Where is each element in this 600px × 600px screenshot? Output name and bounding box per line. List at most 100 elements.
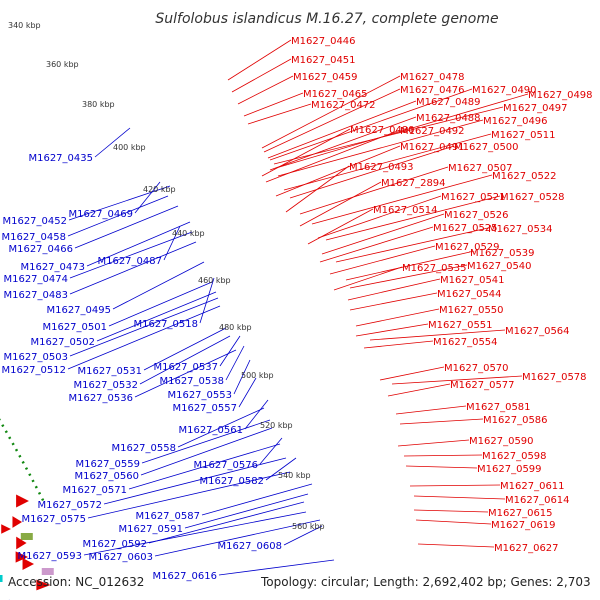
forward-gene-label: M1627_0627	[494, 543, 559, 554]
forward-leader-line	[415, 519, 492, 525]
forward-leader-line	[349, 292, 438, 311]
forward-leader-line	[413, 495, 506, 500]
reverse-gene-label: M1627_0469	[68, 209, 133, 220]
forward-leader-line	[329, 245, 436, 275]
forward-gene-label: M1627_0489	[416, 97, 481, 108]
forward-leader-line	[269, 88, 473, 161]
reverse-leader-line	[86, 221, 191, 267]
reverse-feature-block	[0, 575, 3, 582]
gene-labels: M1627_0446 M1627_0451 M1627_0459 M1627_0465…	[1, 36, 592, 582]
reverse-leader-line	[259, 437, 283, 465]
forward-leader-line	[355, 323, 429, 337]
forward-gene-label: M1627_0459	[293, 72, 358, 83]
feature-tracks	[0, 418, 54, 600]
forward-leader-line	[363, 340, 434, 349]
forward-leader-line	[299, 181, 382, 227]
reverse-gene-label: M1627_0518	[133, 319, 198, 330]
forward-gene-label: M1627_0498	[528, 90, 593, 101]
forward-leader-line	[283, 133, 492, 191]
forward-gene-label: M1627_0451	[291, 55, 356, 66]
forward-gene-arrow	[16, 494, 29, 508]
reverse-gene-label: M1627_0553	[167, 390, 232, 401]
reverse-gene-label: M1627_0502	[30, 337, 95, 348]
forward-leader-line	[409, 484, 501, 487]
reverse-leader-line	[128, 443, 281, 490]
reverse-gene-label: M1627_0532	[73, 380, 138, 391]
reverse-gene-label: M1627_0559	[75, 459, 140, 470]
reverse-leader-line	[112, 261, 205, 310]
forward-gene-label: M1627_0544	[437, 289, 502, 300]
forward-leader-line	[325, 195, 501, 241]
forward-leader-line	[275, 93, 529, 169]
forward-leader-line	[269, 116, 417, 171]
reverse-leader-line	[238, 377, 257, 408]
reverse-leader-line	[233, 359, 251, 395]
forward-gene-label: M1627_0496	[483, 116, 548, 127]
reverse-leader-line	[94, 127, 131, 158]
reverse-gene-label: M1627_0466	[8, 244, 73, 255]
forward-gene-label: M1627_0619	[491, 520, 556, 531]
forward-feature-block	[41, 568, 54, 575]
forward-gene-label: M1627_0491	[400, 142, 465, 153]
forward-gene-label: M1627_0539	[470, 248, 535, 259]
reverse-leader-line	[184, 493, 309, 529]
reverse-leader-line	[69, 297, 219, 357]
forward-gene-label: M1627_0522	[492, 171, 557, 182]
forward-leader-line	[391, 375, 523, 385]
forward-leader-line	[261, 75, 401, 149]
forward-gene-label: M1627_0577	[450, 380, 515, 391]
kbp-tick-label: 340 kbp	[8, 21, 41, 30]
forward-gene-label: M1627_0480	[350, 125, 415, 136]
reverse-leader-line	[225, 345, 245, 381]
reverse-leader-line	[87, 471, 291, 519]
reverse-leader-line	[148, 501, 305, 544]
forward-leader-line	[267, 100, 417, 159]
reverse-gene-label: M1627_0592	[82, 539, 147, 550]
reverse-leader-line	[103, 457, 287, 505]
forward-gene-label: M1627_0514	[373, 205, 438, 216]
forward-gene-arrow	[36, 579, 51, 591]
reverse-leader-line	[141, 419, 271, 464]
kbp-tick-label: 480 kbp	[219, 323, 252, 332]
reverse-leader-line	[244, 399, 269, 430]
reverse-gene-label: M1627_0473	[20, 262, 85, 273]
reverse-gene-label: M1627_0536	[68, 393, 133, 404]
reverse-leader-line	[219, 335, 241, 367]
forward-gene-label: M1627_0488	[416, 113, 481, 124]
reverse-gene-label: M1627_0587	[135, 511, 200, 522]
kbp-tick-label: 560 kbp	[292, 522, 325, 531]
reverse-gene-label: M1627_0474	[3, 274, 68, 285]
accession-text: Accession: NC_012632	[8, 575, 144, 589]
reverse-leader-line	[199, 277, 215, 324]
forward-gene-label: M1627_0528	[500, 192, 565, 203]
reverse-gene-label: M1627_0501	[42, 322, 107, 333]
reverse-gene-label: M1627_0603	[88, 552, 153, 563]
forward-gene-label: M1627_0614	[505, 495, 570, 506]
reverse-gene-label: M1627_0538	[159, 376, 224, 387]
reverse-gene-label: M1627_0560	[74, 471, 139, 482]
reverse-leader-line	[67, 305, 221, 370]
reverse-gene-label: M1627_0575	[21, 514, 86, 525]
reverse-gene-label: M1627_0537	[153, 362, 218, 373]
forward-leader-line	[263, 88, 401, 153]
forward-leader-line	[275, 145, 401, 197]
forward-leader-line	[231, 58, 292, 93]
reverse-gene-label: M1627_0576	[193, 460, 258, 471]
reverse-leader-line	[218, 559, 335, 576]
reverse-gene-label: M1627_0608	[217, 541, 282, 552]
forward-gene-label: M1627_0534	[488, 224, 553, 235]
reverse-gene-label: M1627_0561	[178, 425, 243, 436]
forward-leader-line	[399, 418, 484, 425]
forward-leader-line	[369, 329, 506, 341]
reverse-leader-line	[69, 241, 197, 295]
forward-leader-line	[319, 226, 434, 263]
kbp-tick-label: 540 kbp	[278, 471, 311, 480]
reverse-gene-label: M1627_0512	[1, 365, 66, 376]
forward-gene-label: M1627_0535	[402, 263, 467, 274]
forward-leader-line	[417, 543, 495, 548]
forward-feature-block	[20, 533, 33, 540]
reverse-leader-line	[96, 291, 217, 342]
kbp-tick-label: 460 kbp	[198, 276, 231, 285]
forward-leader-line	[335, 227, 489, 263]
